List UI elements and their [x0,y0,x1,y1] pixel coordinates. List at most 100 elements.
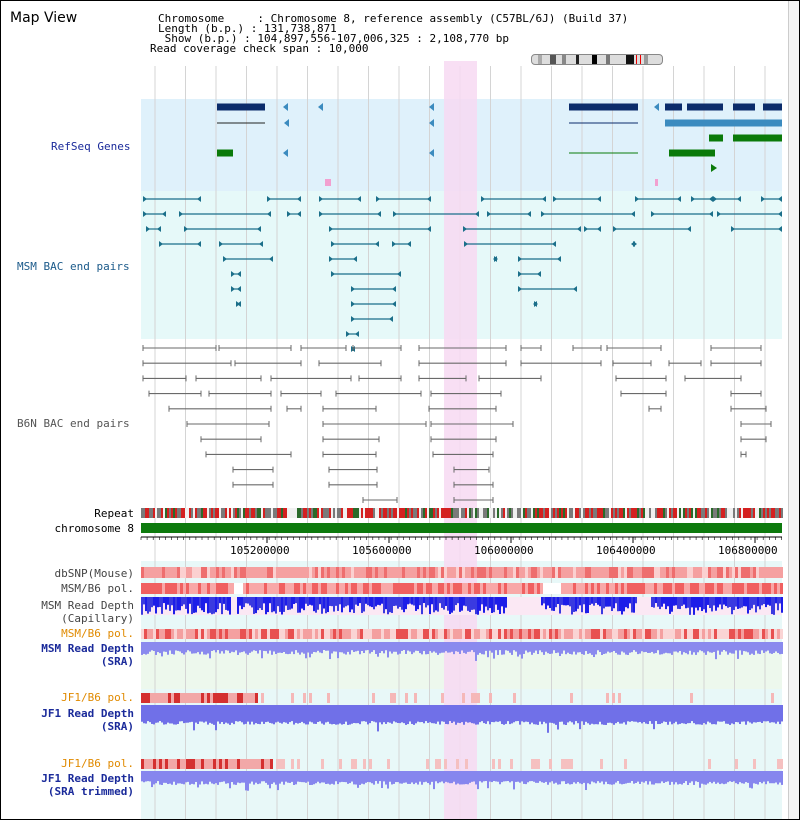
read-depth-bar [391,771,393,785]
repeat-segment [143,508,145,518]
bac-end-marker [237,271,241,277]
repeat-segment [497,508,499,518]
read-depth-bar [627,705,629,722]
snp-density-cell [603,567,606,578]
polymorphism-cell [144,629,147,639]
snp-density-cell [390,567,393,578]
read-depth-bar [357,642,359,651]
read-depth-bar [455,771,457,785]
repeat-segment [765,508,767,518]
read-depth-bar [349,771,351,784]
read-depth-bar [469,771,471,783]
polymorphism-cell [378,629,381,639]
read-depth-bar [507,705,509,722]
snp-density-cell [153,567,156,578]
read-depth-bar [511,642,513,655]
bac-end-marker [319,211,323,217]
chromosome-ideogram[interactable] [531,54,663,65]
snp-density-cell [591,567,594,578]
polymorphism-cell [366,583,369,594]
bac-end-marker [329,226,333,232]
read-depth-bar [667,771,669,782]
polymorphism-cell [234,693,237,703]
snp-density-cell [549,567,552,578]
read-depth-bar [749,771,751,788]
read-depth-bar [237,597,239,614]
polymorphism-cell [555,583,558,594]
read-depth-bar [273,771,275,783]
read-depth-bar [337,597,339,611]
polymorphism-cell [417,583,420,594]
repeat-segment [633,508,635,518]
read-depth-bar [375,597,377,607]
read-depth-bar [195,642,197,654]
read-depth-bar [453,642,455,655]
gene-arrow [429,119,434,127]
polymorphism-cell [414,629,417,639]
read-depth-bar [163,597,165,604]
read-depth-bar [709,642,711,653]
read-depth-bar [743,597,745,607]
polymorphism-cell [759,629,762,639]
repeat-segment [503,508,505,518]
polymorphism-cell [759,583,762,594]
polymorphism-cell [285,629,288,639]
polymorphism-cell [246,583,249,594]
polymorphism-cell [531,759,534,769]
repeat-segment [751,508,753,518]
read-depth-bar [487,642,489,658]
read-depth-bar [661,771,663,782]
read-depth-bar [595,642,597,655]
read-depth-bar [363,642,365,654]
polymorphism-cell [483,629,486,639]
polymorphism-cell [219,629,222,639]
read-depth-bar [241,705,243,723]
read-depth-bar [677,705,679,725]
bac-end-marker [541,211,545,217]
snp-density-cell [708,567,711,578]
polymorphism-cell [549,759,552,769]
polymorphism-cell [186,693,189,703]
polymorphism-cell [462,693,465,703]
read-depth-bar [267,597,269,613]
read-depth-bar [751,705,753,724]
polymorphism-cell [261,759,264,769]
snp-density-cell [579,567,582,578]
repeat-segment [327,508,329,518]
read-depth-bar [275,597,277,614]
read-depth-bar [225,597,227,610]
read-depth-bar [373,705,375,722]
read-depth-bar [221,642,223,652]
read-depth-bar [163,642,165,652]
read-depth-bar [503,597,505,614]
polymorphism-cell [210,759,213,769]
read-depth-bar [335,771,337,782]
polymorphism-cell [489,583,492,594]
vertical-scrollbar[interactable] [788,1,799,819]
read-depth-bar [599,597,601,607]
read-depth-bar [393,642,395,652]
repeat-segment [169,508,171,518]
read-depth-bar [583,771,585,783]
read-depth-bar [745,642,747,652]
snp-density-cell [366,567,369,578]
snp-density-cell [156,567,159,578]
read-depth-bar [771,642,773,654]
read-depth-bar [303,771,305,783]
polymorphism-cell [225,629,228,639]
read-depth-bar [539,705,541,722]
repeat-segment [589,508,591,518]
repeat-segment [675,508,677,518]
read-depth-bar [337,771,339,785]
repeat-segment [155,508,157,518]
repeat-segment [609,508,611,518]
read-depth-bar [339,705,341,724]
read-depth-bar [175,705,177,725]
polymorphism-cell [720,583,723,594]
highlight-region [444,61,477,819]
read-depth-bar [481,597,483,605]
snp-density-cell [537,567,540,578]
read-depth-bar [299,642,301,655]
read-depth-bar [499,642,501,651]
read-depth-bar [755,642,757,651]
